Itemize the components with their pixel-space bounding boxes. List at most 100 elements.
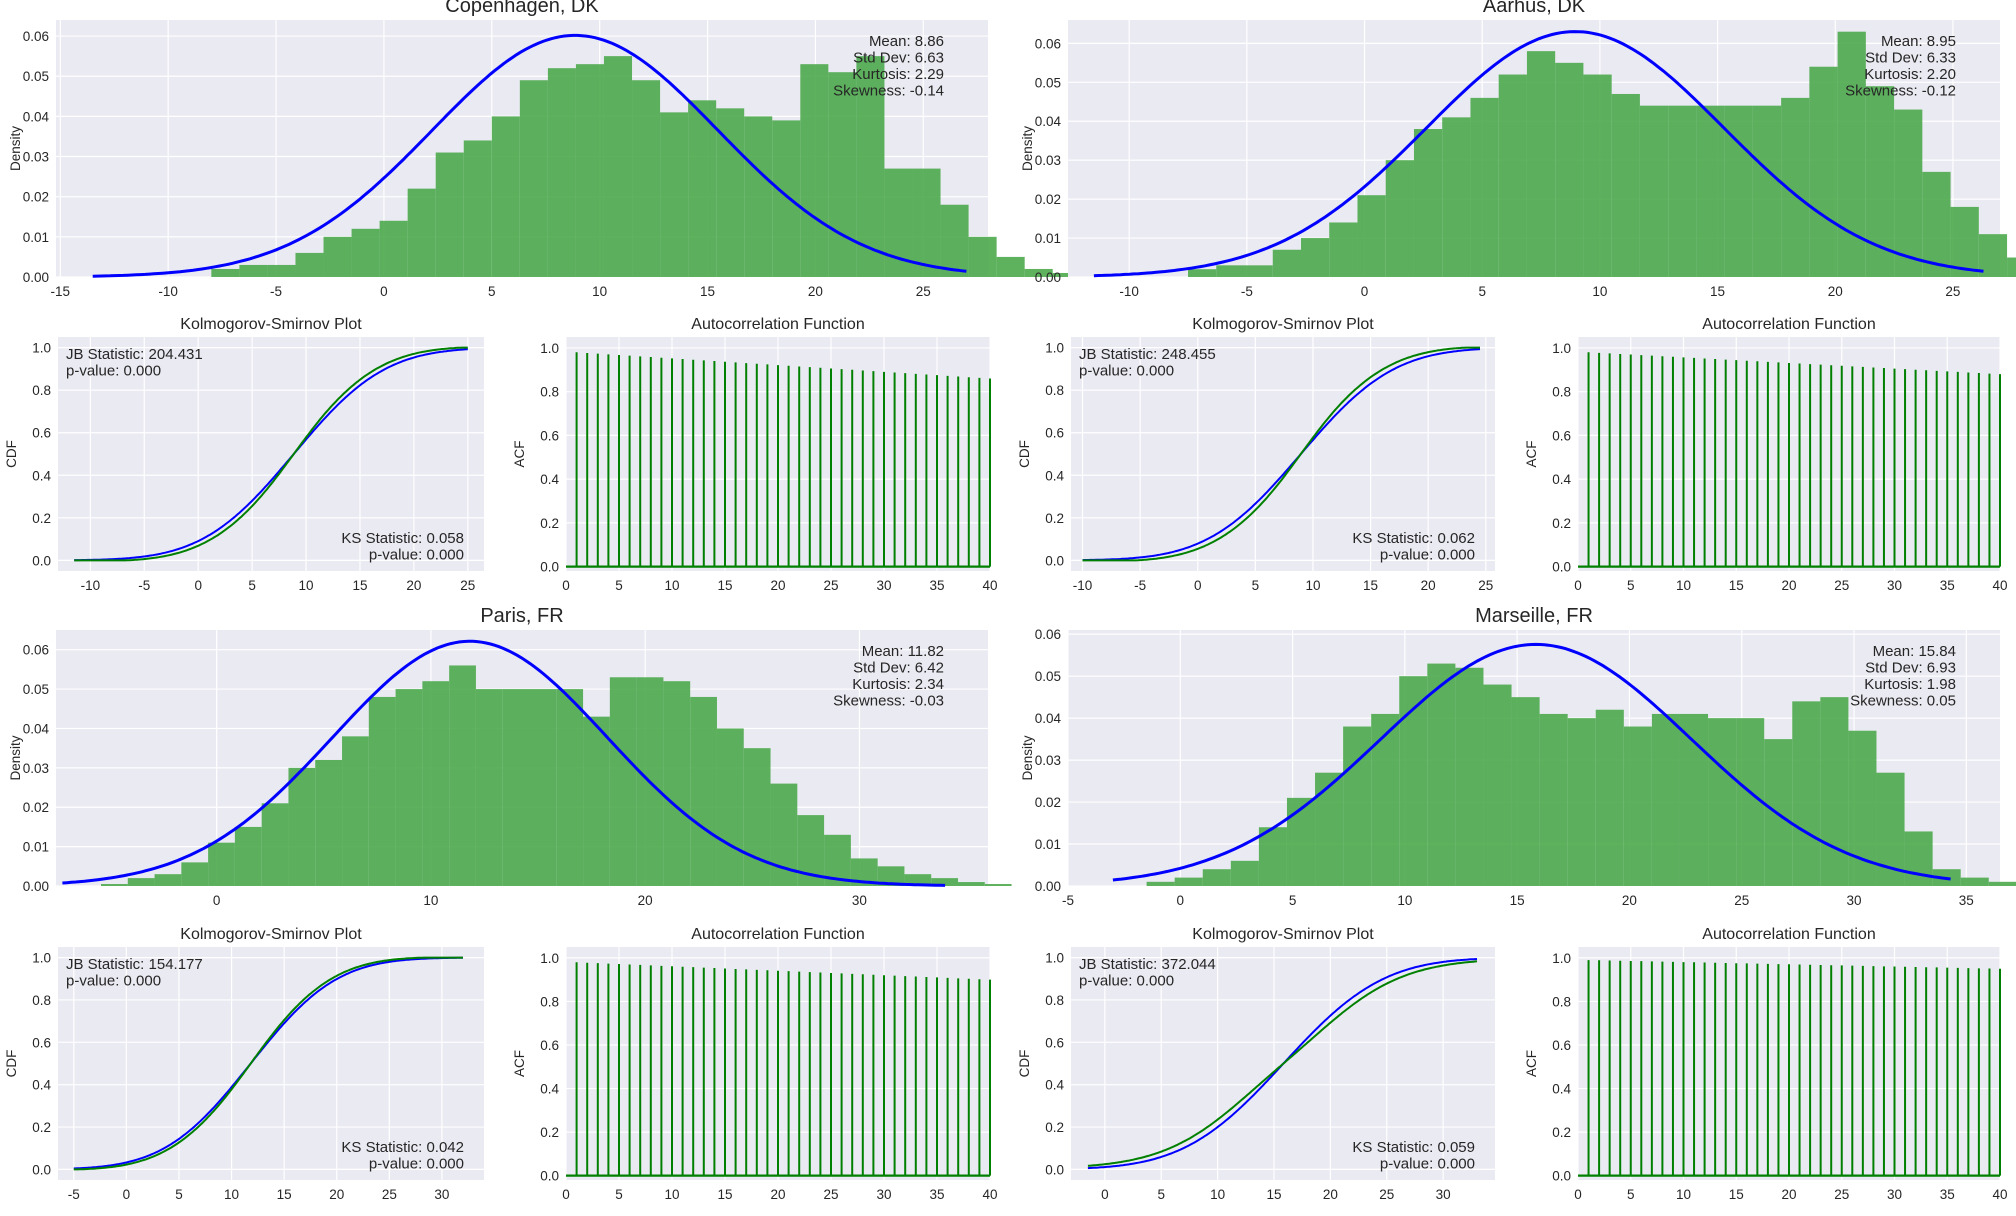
y-tick-label: 0.03 — [23, 761, 49, 776]
y-tick-label: 0.2 — [1045, 1120, 1064, 1135]
y-tick-label: 0.05 — [23, 69, 49, 84]
ks-stat-label: KS Statistic: 0.059 — [1352, 1139, 1475, 1156]
histogram-bar — [1286, 797, 1316, 886]
y-tick-label: 0.01 — [1035, 837, 1061, 852]
stat-label: Skewness: 0.05 — [1850, 693, 1956, 710]
subplot-4: -10 -5 0 5 10 15 20 25 0.0 0.2 0.4 0.6 0.8 1.0 Kolmogo… — [1017, 316, 1495, 593]
gridlines — [58, 947, 484, 1180]
x-tick-label: 10 — [664, 578, 679, 593]
x-tick-label: 20 — [1828, 284, 1843, 299]
y-tick-label: 0.01 — [23, 840, 49, 855]
subplot-title: Autocorrelation Function — [691, 926, 864, 943]
jb-stat-label: JB Statistic: 372.044 — [1079, 956, 1216, 973]
x-tick-label: -10 — [1073, 578, 1093, 593]
x-tick-label: 15 — [717, 1187, 732, 1202]
x-tick-label: 15 — [1510, 893, 1525, 908]
histogram-bar — [1539, 713, 1568, 886]
subplot-0: -15 -10 -5 0 5 10 15 20 25 0.00 0.01 0.02 0.03 0.04 0.… — [8, 0, 1081, 299]
x-tick-label: 15 — [1710, 284, 1725, 299]
histogram-bar — [239, 264, 268, 277]
ks-stat-label: p-value: 0.000 — [369, 547, 464, 564]
y-tick-label: 0.2 — [1552, 516, 1571, 531]
y-tick-label: 0.02 — [1035, 795, 1061, 810]
x-tick-label: 25 — [382, 1187, 397, 1202]
histogram-bar — [1820, 697, 1849, 886]
x-tick-label: 40 — [982, 578, 997, 593]
y-tick-label: 0.01 — [1035, 231, 1061, 246]
histogram-bar — [1301, 238, 1330, 277]
stat-label: Mean: 11.82 — [862, 643, 944, 660]
subplot-title: Copenhagen, DK — [445, 0, 599, 17]
histogram-bar — [368, 696, 396, 886]
histogram-bar — [1202, 869, 1231, 886]
histogram-bar — [1188, 269, 1217, 277]
histogram-bar — [1511, 697, 1540, 886]
x-tick-label: 5 — [615, 578, 623, 593]
y-tick-label: 0.4 — [32, 468, 51, 483]
ks-stat-label: p-value: 0.000 — [1380, 1156, 1475, 1173]
normal-fit-line — [62, 639, 946, 887]
y-tick-label: 0.0 — [1552, 1169, 1571, 1184]
y-tick-label: 0.8 — [1045, 383, 1064, 398]
histogram-bar — [1146, 881, 1175, 886]
subplot-1: -10 -5 0 5 10 15 20 25 0.0 0.2 0.4 0.6 0.8 1.0 Kolmogo… — [4, 316, 484, 593]
histogram-bar — [1736, 718, 1765, 886]
histogram-bar — [529, 689, 557, 886]
y-tick-label: 0.06 — [1035, 627, 1061, 642]
x-tick-label: 40 — [982, 1187, 997, 1202]
histogram-bar — [1696, 105, 1725, 278]
histogram-bar — [716, 108, 745, 277]
histogram-bar — [660, 112, 689, 277]
stat-label: Mean: 8.86 — [869, 33, 944, 50]
y-axis-label: CDF — [4, 1050, 19, 1078]
x-tick-label: 20 — [1421, 578, 1436, 593]
y-tick-label: 0.04 — [1035, 711, 1062, 726]
x-tick-label: 0 — [1194, 578, 1202, 593]
jb-stat-label: JB Statistic: 248.455 — [1079, 346, 1216, 363]
histogram-bar — [1904, 831, 1933, 886]
x-tick-label: -10 — [1119, 284, 1139, 299]
y-axis-label: ACF — [1524, 441, 1539, 468]
x-tick-label: 35 — [1959, 893, 1974, 908]
histogram-bar — [996, 256, 1025, 277]
y-tick-label: 0.4 — [1045, 468, 1064, 483]
histogram-bar — [940, 204, 969, 277]
y-tick-label: 0.04 — [23, 109, 50, 124]
x-tick-label: 40 — [1992, 578, 2007, 593]
x-tick-label: 30 — [876, 1187, 891, 1202]
stat-label: Std Dev: 6.93 — [1865, 660, 1956, 677]
histogram-bar — [315, 759, 343, 886]
y-tick-label: 0.8 — [540, 994, 559, 1009]
histogram-bar — [395, 689, 423, 886]
histogram-bar — [449, 665, 476, 886]
x-tick-label: 25 — [460, 578, 475, 593]
x-tick-label: 25 — [916, 284, 931, 299]
y-tick-label: 0.06 — [1035, 36, 1061, 51]
normal-cdf-line — [1082, 348, 1481, 562]
subplot-6: 0 10 20 30 0.00 0.01 0.02 0.03 0.04 0.05 0.06 Paris… — [8, 605, 1012, 908]
y-tick-label: 0.2 — [32, 1120, 51, 1135]
histogram-bar — [1174, 877, 1203, 886]
histogram-bar — [1708, 718, 1737, 886]
y-tick-label: 0.6 — [1552, 1038, 1571, 1053]
histogram-bar — [422, 681, 450, 886]
histogram-bar — [154, 874, 182, 886]
plot-marks — [1578, 960, 2001, 1177]
histogram-bar — [100, 884, 128, 886]
plot-area — [58, 947, 484, 1180]
y-tick-label: 0.00 — [1035, 879, 1061, 894]
histogram-bar — [211, 268, 240, 277]
x-tick-label: 20 — [808, 284, 823, 299]
subplot-title: Autocorrelation Function — [1702, 926, 1875, 943]
x-tick-label: 0 — [1361, 284, 1369, 299]
histogram-bar — [475, 689, 503, 886]
y-tick-label: 0.00 — [23, 270, 49, 285]
y-tick-label: 0.06 — [23, 643, 49, 658]
y-tick-label: 0.6 — [1045, 1035, 1064, 1050]
subplot-11: 0 5 10 15 20 25 30 35 40 0.0 0.2 0.4 0.6 0.8 1.0 Autoco… — [1524, 926, 2008, 1202]
y-tick-label: 1.0 — [32, 341, 51, 356]
subplot-2: 0 5 10 15 20 25 30 35 40 0.0 0.2 0.4 0.6 0.8 1.0 Autoco… — [512, 316, 998, 593]
x-tick-label: 5 — [1157, 1187, 1165, 1202]
x-tick-label: 10 — [299, 578, 314, 593]
